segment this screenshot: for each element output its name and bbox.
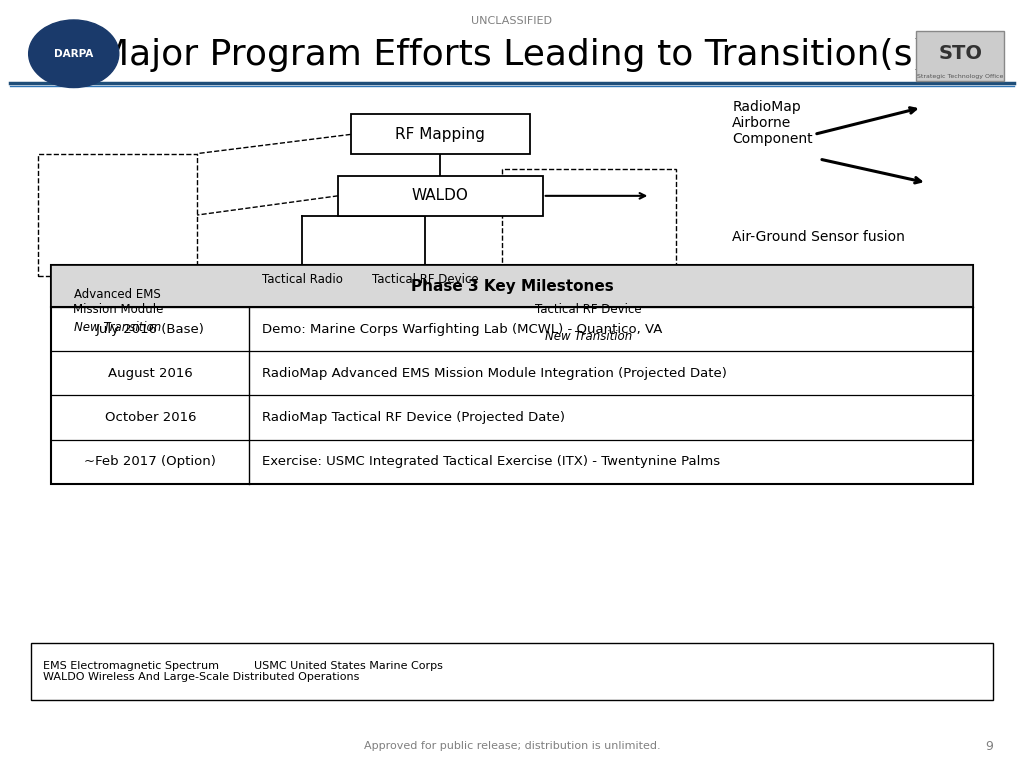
Text: New Transition: New Transition <box>74 321 162 334</box>
Text: Tactical RF Device: Tactical RF Device <box>536 303 642 316</box>
Text: RF Mapping: RF Mapping <box>395 127 485 142</box>
Bar <box>31 643 993 700</box>
Text: UNCLASSIFIED: UNCLASSIFIED <box>471 15 553 26</box>
Text: Approved for public release; distribution is unlimited.: Approved for public release; distributio… <box>364 741 660 752</box>
Bar <box>338 176 543 216</box>
Text: STO: STO <box>939 45 982 63</box>
Text: EMS Electromagnetic Spectrum          USMC United States Marine Corps
WALDO Wire: EMS Electromagnetic Spectrum USMC United… <box>43 660 443 683</box>
Bar <box>51 265 973 307</box>
Text: New Transition: New Transition <box>545 330 633 343</box>
Text: August 2016: August 2016 <box>108 367 193 380</box>
Text: Phase 3 Key Milestones: Phase 3 Key Milestones <box>411 279 613 293</box>
Text: RadioMap Advanced EMS Mission Module Integration (Projected Date): RadioMap Advanced EMS Mission Module Int… <box>262 367 726 380</box>
Text: Air-Ground Sensor fusion: Air-Ground Sensor fusion <box>732 230 905 243</box>
Text: 9: 9 <box>985 740 993 753</box>
Text: WALDO: WALDO <box>412 188 469 204</box>
Text: ~Feb 2017 (Option): ~Feb 2017 (Option) <box>84 455 216 468</box>
Text: DARPA: DARPA <box>54 48 93 59</box>
Text: Tactical RF Device: Tactical RF Device <box>372 273 478 286</box>
Text: RadioMap
Airborne
Component: RadioMap Airborne Component <box>732 100 813 146</box>
Text: Strategic Technology Office: Strategic Technology Office <box>918 74 1004 79</box>
Text: October 2016: October 2016 <box>104 411 196 424</box>
Text: Exercise: USMC Integrated Tactical Exercise (ITX) - Twentynine Palms: Exercise: USMC Integrated Tactical Exerc… <box>262 455 720 468</box>
Bar <box>350 114 530 154</box>
Text: RadioMap Tactical RF Device (Projected Date): RadioMap Tactical RF Device (Projected D… <box>262 411 564 424</box>
Circle shape <box>29 20 119 88</box>
Text: Advanced EMS
Mission Module: Advanced EMS Mission Module <box>73 288 163 316</box>
FancyBboxPatch shape <box>916 31 1004 81</box>
Bar <box>51 265 973 484</box>
Bar <box>39 154 197 276</box>
Text: Tactical Radio: Tactical Radio <box>262 273 342 286</box>
Bar <box>502 169 676 307</box>
Text: Demo: Marine Corps Warfighting Lab (MCWL) - Quantico, VA: Demo: Marine Corps Warfighting Lab (MCWL… <box>262 323 662 336</box>
Text: Major Program Efforts Leading to Transition(s): Major Program Efforts Leading to Transit… <box>97 38 927 72</box>
Text: July 2016 (Base): July 2016 (Base) <box>96 323 205 336</box>
